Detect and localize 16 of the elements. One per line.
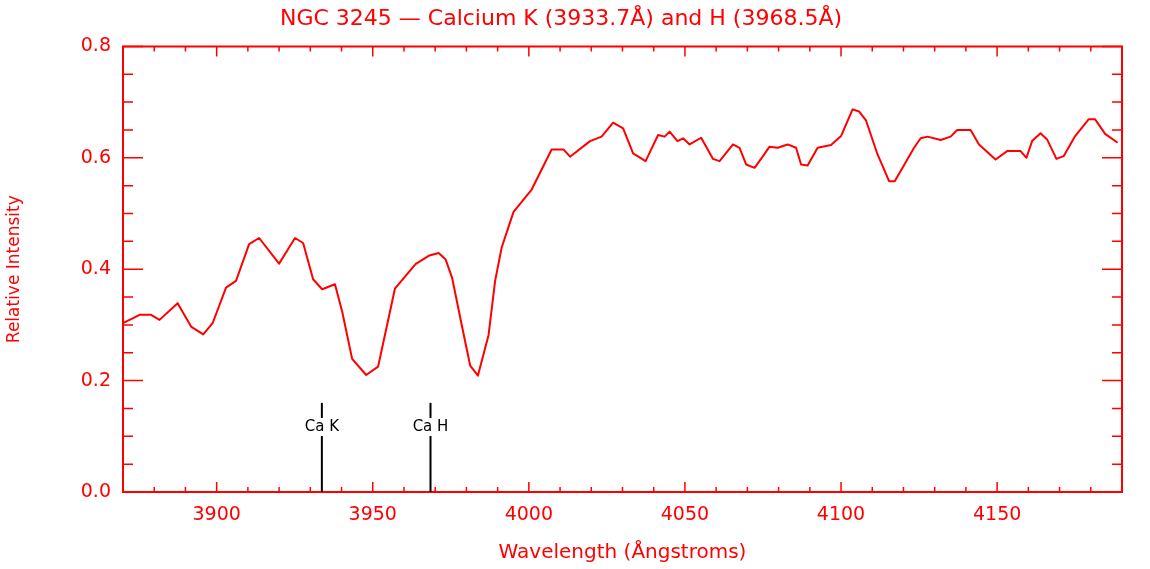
chart-title: NGC 3245 — Calcium K (3933.7Å) and H (3968.5Å) xyxy=(279,3,843,30)
x-tick-label: 3900 xyxy=(192,502,241,525)
x-axis-title: Wavelength (Ångstroms) xyxy=(498,539,747,564)
x-tick-label: 4100 xyxy=(816,502,866,525)
y-tick-label: 0.0 xyxy=(80,478,111,501)
y-tick-label: 0.4 xyxy=(80,256,111,279)
ref-line-label: Ca H xyxy=(412,416,449,435)
y-tick-label: 0.6 xyxy=(80,144,111,167)
x-tick-label: 4050 xyxy=(660,502,710,525)
x-tick-label: 4000 xyxy=(504,502,554,525)
y-axis-title: Relative Intensity xyxy=(2,195,23,344)
y-tick-label: 0.8 xyxy=(80,33,111,56)
ref-line-label: Ca K xyxy=(304,416,341,435)
y-tick-label: 0.2 xyxy=(80,367,111,390)
x-tick-label: 4150 xyxy=(972,502,1022,525)
x-tick-label: 3950 xyxy=(348,502,397,525)
